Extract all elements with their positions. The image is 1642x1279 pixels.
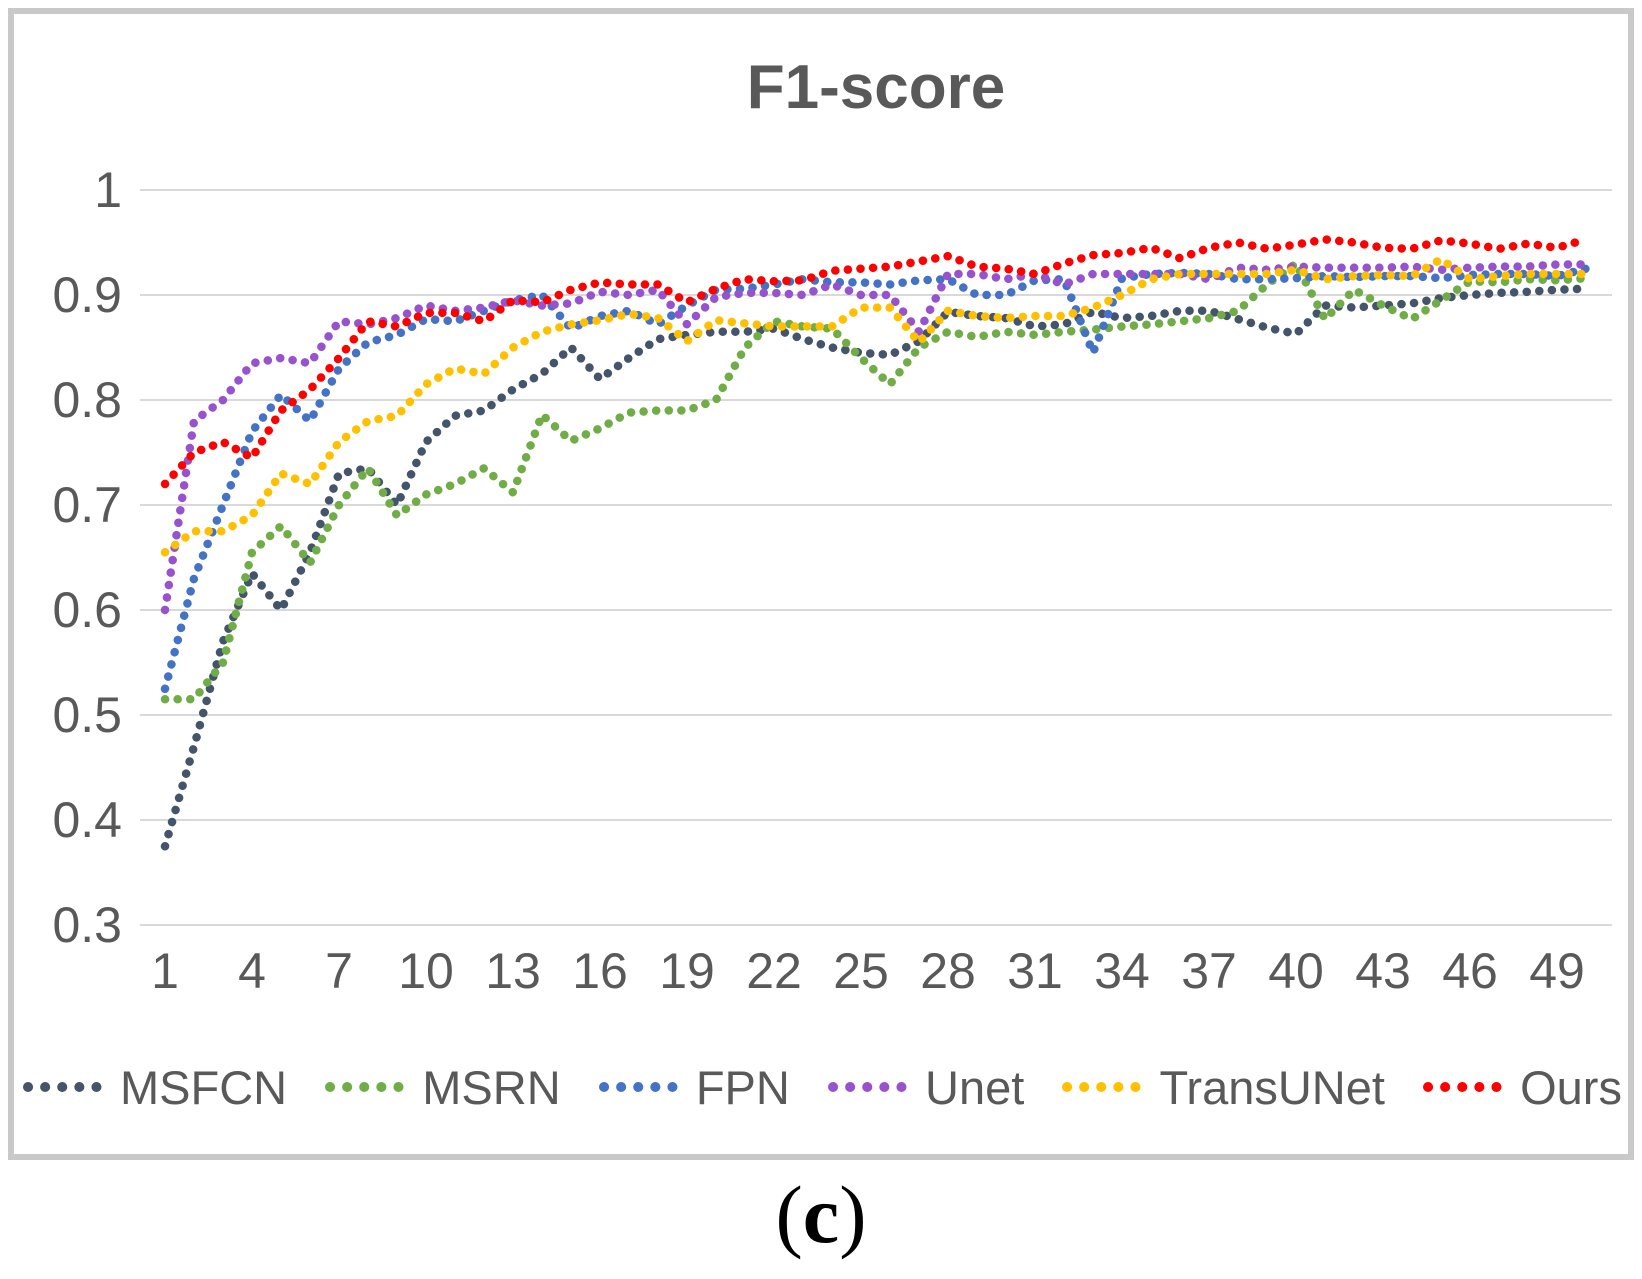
legend-item-msrn: MSRN <box>324 1060 561 1115</box>
series-msrn-line <box>160 259 1591 704</box>
x-axis-tick-label: 43 <box>1355 943 1411 999</box>
caption-open-paren: ( <box>775 1169 803 1260</box>
x-axis-tick-label: 31 <box>1007 943 1063 999</box>
y-axis-tick-label: 0.6 <box>52 582 122 638</box>
legend-swatch-transunet-dots <box>1062 1082 1145 1092</box>
x-axis-tick-label: 28 <box>920 943 976 999</box>
x-axis-tick-label: 16 <box>572 943 628 999</box>
chart-legend: MSFCN MSRN FPN Unet TransUNet Ours <box>22 1056 1622 1118</box>
legend-label: MSRN <box>422 1060 561 1114</box>
series-unet-line <box>160 260 1591 615</box>
y-axis-tick-label: 0.7 <box>52 477 122 533</box>
chart-title: F1-score <box>746 53 1006 122</box>
x-axis-tick-label: 19 <box>659 943 715 999</box>
x-axis-tick-label: 49 <box>1529 943 1585 999</box>
legend-item-ours: Ours <box>1422 1060 1622 1115</box>
legend-item-fpn: FPN <box>598 1060 790 1115</box>
legend-item-msfcn: MSFCN <box>22 1060 287 1115</box>
x-axis-tick-label: 40 <box>1268 943 1324 999</box>
legend-label: MSFCN <box>120 1060 288 1114</box>
y-axis-tick-label: 0.8 <box>52 372 122 428</box>
legend-swatch-unet-dots <box>828 1082 910 1092</box>
caption-close-paren: ) <box>839 1169 867 1260</box>
y-axis-tick-label: 0.5 <box>52 687 122 743</box>
x-axis-tick-label: 22 <box>746 943 802 999</box>
y-axis-tick-label: 0.9 <box>52 267 122 323</box>
x-axis-tick-label: 13 <box>485 943 541 999</box>
y-axis-tick-label: 0.4 <box>52 792 122 848</box>
caption-letter: c <box>802 1169 840 1260</box>
legend-label: TransUNet <box>1159 1060 1385 1114</box>
x-axis-tick-label: 4 <box>238 943 266 999</box>
x-axis-tick-label: 34 <box>1094 943 1150 999</box>
legend-swatch-ours-dots <box>1423 1082 1506 1092</box>
legend-item-transunet: TransUNet <box>1061 1060 1385 1115</box>
x-axis-tick-label: 37 <box>1181 943 1237 999</box>
x-axis-tick-label: 10 <box>398 943 454 999</box>
legend-swatch-msfcn-dots <box>23 1082 105 1092</box>
series-ours-line <box>160 235 1591 489</box>
y-axis-tick-label: 1 <box>94 162 122 218</box>
x-axis-tick-label: 1 <box>151 943 179 999</box>
legend-label: FPN <box>695 1060 790 1114</box>
series-transunet-line <box>160 255 1591 557</box>
x-axis-tick-label: 7 <box>325 943 353 999</box>
figure-caption: (c) <box>0 1168 1642 1262</box>
y-axis-tick-label: 0.3 <box>52 897 122 953</box>
legend-swatch-fpn-dots <box>598 1082 681 1092</box>
x-axis-tick-label: 25 <box>833 943 889 999</box>
series-msfcn-line <box>160 284 1591 851</box>
legend-label: Unet <box>925 1060 1025 1114</box>
legend-swatch-msrn-dots <box>325 1082 408 1092</box>
chart-frame <box>8 8 1634 1160</box>
legend-label: Ours <box>1520 1060 1622 1114</box>
x-axis-tick-label: 46 <box>1442 943 1498 999</box>
legend-item-unet: Unet <box>827 1060 1024 1115</box>
